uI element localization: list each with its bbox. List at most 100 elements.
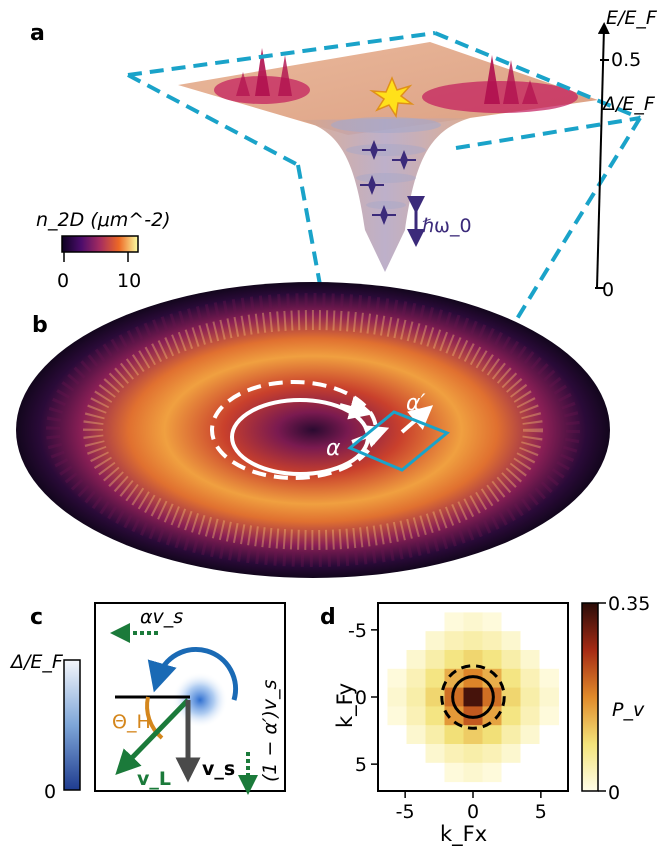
- heatmap-cell: [387, 762, 407, 783]
- heatmap-cell: [539, 650, 559, 670]
- trapped-excitations: [360, 140, 416, 225]
- heatmap-cell: [425, 706, 445, 726]
- heatmap-cell: [501, 706, 521, 726]
- heatmap-cell: [444, 744, 464, 764]
- vs-label: v_s: [202, 758, 235, 780]
- heatmap-cell: [444, 725, 464, 745]
- heatmap-cell: [520, 668, 540, 689]
- heatmap-cell: [539, 725, 559, 745]
- heatmap-cell: [463, 687, 483, 707]
- heatmap-circles: [440, 664, 506, 730]
- heatmap-cell: [482, 631, 502, 651]
- heatmap-cell: [387, 668, 407, 689]
- heatmap-cell: [463, 612, 483, 632]
- heatmap-cell: [425, 725, 445, 745]
- heatmap-cell: [406, 612, 426, 632]
- heatmap-cell: [520, 650, 540, 670]
- heatmap-cell: [463, 650, 483, 670]
- heatmap-cell: [520, 706, 540, 726]
- x-tick-label: 0: [467, 801, 479, 823]
- heatmap-cell: [425, 650, 445, 670]
- heatmap-cell: [501, 612, 521, 632]
- heatmap-cell: [482, 725, 502, 745]
- density-tick-0: 0: [57, 270, 69, 292]
- heatmap-cell: [482, 762, 502, 783]
- energy-axis-label: E/E_F: [606, 7, 658, 29]
- energy-tick-gap: Δ/E_F: [601, 93, 656, 115]
- heatmap-cell: [482, 650, 502, 670]
- heatmap-cell: [463, 668, 483, 689]
- heatmap-cell: [406, 650, 426, 670]
- heatmap-cell: [501, 631, 521, 651]
- gap-colorbar: [63, 659, 81, 791]
- probability-colorbar-label: P_v: [612, 699, 645, 721]
- potential-funnel: [300, 118, 470, 272]
- heatmap-cell: [387, 631, 407, 651]
- vortex-core: [172, 672, 228, 728]
- y-tick-label: 5: [355, 754, 367, 776]
- atom-cloud-image: [16, 282, 610, 578]
- vL-label: v_L: [137, 768, 171, 790]
- heatmap-cell: [387, 725, 407, 745]
- panel-b: b α α′: [16, 282, 610, 578]
- heatmap-cell: [406, 687, 426, 707]
- soliton-left: [214, 48, 310, 104]
- heatmap-cell: [520, 725, 540, 745]
- density-colorbar: [61, 235, 139, 253]
- heatmap-cell: [406, 725, 426, 745]
- probability-colorbar: [581, 602, 599, 792]
- heatmap-cell: [444, 762, 464, 783]
- heatmap-cell: [539, 687, 559, 707]
- heatmap-cell: [520, 612, 540, 632]
- x-tick-label: 5: [535, 801, 547, 823]
- heatmap-cell: [501, 668, 521, 689]
- panel-c-label: c: [30, 605, 43, 630]
- heatmap-cell: [406, 668, 426, 689]
- heatmap-cell: [406, 762, 426, 783]
- probability-tick-max: 0.35: [608, 593, 650, 615]
- panel-a: a ℏω_0: [30, 7, 658, 449]
- heatmap-cell: [444, 687, 464, 707]
- heatmap-cell: [406, 706, 426, 726]
- probability-tick-min: 0: [608, 782, 620, 804]
- heatmap-cell: [539, 762, 559, 783]
- heatmap-cell: [539, 744, 559, 764]
- outer-dashed-circle: [440, 664, 506, 730]
- heatmap-cell: [425, 744, 445, 764]
- heatmap-cell: [520, 687, 540, 707]
- heatmap-cell: [463, 762, 483, 783]
- panel-b-label: b: [32, 313, 48, 338]
- collision-spark-icon: [369, 76, 415, 119]
- heatmap-cell: [539, 612, 559, 632]
- energy-tick-0-5: 0.5: [611, 49, 641, 71]
- heatmap-cell: [425, 631, 445, 651]
- heatmap-cell: [520, 744, 540, 764]
- heatmap-cell: [482, 612, 502, 632]
- heatmap-cell: [501, 725, 521, 745]
- heatmap-cell: [387, 612, 407, 632]
- alpha-arrow: [339, 396, 374, 420]
- panel-c: c Δ/E_F 0 Θ_H v_L v_s αv_s (1 − α′)v_s: [9, 602, 286, 803]
- circulation-arrow: [147, 646, 239, 701]
- heatmap-cell: [501, 744, 521, 764]
- funnel-ring: [356, 173, 416, 183]
- alpha-prime-label: α′: [406, 391, 426, 416]
- heatmap-cell: [501, 687, 521, 707]
- vortex-velocity-arrow: [115, 698, 190, 775]
- heatmap-cells: [387, 612, 559, 783]
- y-tick-label: -5: [348, 620, 367, 642]
- funnel-ring: [366, 201, 406, 209]
- heatmap-ylabel: k_Fy: [333, 683, 358, 728]
- panel-d-label: d: [320, 605, 336, 630]
- heatmap-cell: [406, 744, 426, 764]
- zoom-region-box: [347, 410, 450, 472]
- panel-d: d -5 0 5 -5 0 5 k_Fx k_Fy 0.35 0 P_v: [320, 593, 650, 847]
- density-colorbar-label: n_2D (μm^-2): [36, 209, 171, 231]
- heatmap-cell: [387, 744, 407, 764]
- alpha-label: α: [326, 436, 341, 461]
- heatmap-cell: [444, 650, 464, 670]
- heatmap-cell: [539, 631, 559, 651]
- energy-tick-0: 0: [602, 279, 614, 301]
- gap-colorbar-bottom: 0: [44, 781, 56, 803]
